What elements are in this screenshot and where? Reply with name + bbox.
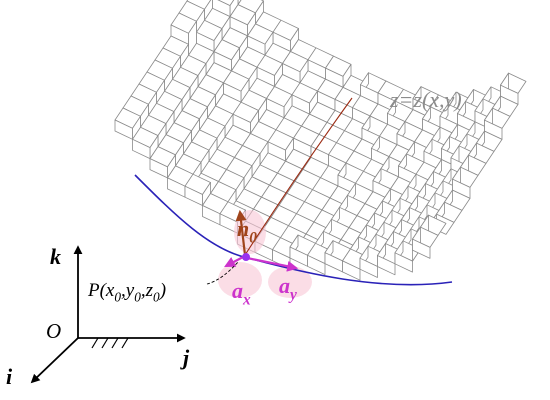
- surface-riser: [359, 257, 378, 278]
- surface-riser: [412, 238, 431, 259]
- subscript: 0: [153, 290, 160, 305]
- stepped-surface: [114, 0, 527, 281]
- surface-riser: [377, 255, 396, 276]
- subscript: y: [288, 287, 297, 304]
- label-part: P(x: [87, 280, 115, 301]
- subscript: 0: [134, 290, 141, 305]
- subscript: x: [242, 292, 251, 309]
- subscript: 0: [249, 230, 257, 247]
- label-part: a: [279, 273, 290, 298]
- tangent-x-label: ax: [232, 278, 251, 309]
- label-part: ,z: [141, 280, 154, 301]
- point-p: [242, 253, 250, 261]
- surface-riser: [394, 252, 413, 273]
- normal-label: n0: [237, 216, 257, 247]
- hatching: [91, 337, 129, 349]
- tangent-y-label: ay: [279, 273, 297, 304]
- j-label: j: [180, 345, 190, 370]
- normal-arrow: [235, 209, 247, 256]
- k-label: k: [50, 244, 61, 269]
- highlight: [268, 266, 312, 298]
- point-label: P(x0,y0,z0): [87, 280, 166, 305]
- label-part: n: [237, 216, 249, 241]
- tangent-y-arrow: [246, 256, 299, 272]
- surface-riser: [307, 254, 326, 276]
- origin-label: O: [46, 319, 61, 343]
- i-axis: [30, 337, 79, 384]
- normal-line: [244, 97, 353, 256]
- label-part: ,y: [121, 280, 135, 301]
- label-part: ): [159, 280, 166, 301]
- label-part: a: [232, 278, 243, 303]
- surface-label: z=z(x,y): [389, 87, 462, 112]
- subscript: 0: [114, 290, 121, 305]
- tangent-x-arrow: [224, 255, 246, 268]
- overlay: [30, 97, 453, 384]
- i-label: i: [6, 364, 13, 389]
- surface-riser: [342, 260, 361, 281]
- leader-line: [206, 261, 239, 285]
